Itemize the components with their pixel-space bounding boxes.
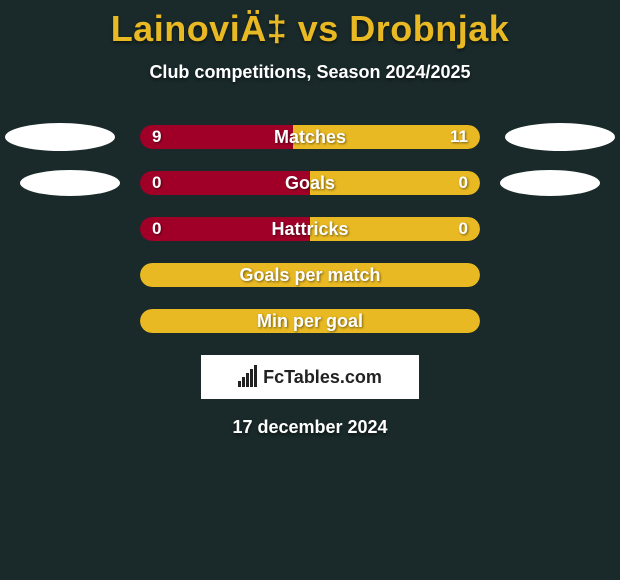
footer-date: 17 december 2024: [0, 417, 620, 438]
player-left-marker: [5, 123, 115, 151]
stat-row: 911Matches: [0, 125, 620, 149]
branding-text: FcTables.com: [263, 367, 382, 388]
player-right-marker: [500, 170, 600, 196]
stat-row: 00Hattricks: [0, 217, 620, 241]
player-right-marker: [505, 123, 615, 151]
stat-label: Hattricks: [140, 219, 480, 240]
stat-label: Matches: [140, 127, 480, 148]
stat-bar: Goals per match: [140, 263, 480, 287]
stat-bar: 911Matches: [140, 125, 480, 149]
comparison-widget: LainoviÄ‡ vs Drobnjak Club competitions,…: [0, 0, 620, 438]
stat-label: Goals per match: [140, 265, 480, 286]
branding-box[interactable]: FcTables.com: [201, 355, 419, 399]
stat-bar: Min per goal: [140, 309, 480, 333]
stat-label: Goals: [140, 173, 480, 194]
stat-row: 00Goals: [0, 171, 620, 195]
page-subtitle: Club competitions, Season 2024/2025: [0, 62, 620, 83]
stat-row: Min per goal: [0, 309, 620, 333]
bar-chart-icon: [238, 367, 257, 387]
page-title: LainoviÄ‡ vs Drobnjak: [0, 0, 620, 50]
player-left-marker: [20, 170, 120, 196]
stats-rows: 911Matches 00Goals 00Hattricks Goals per ma…: [0, 125, 620, 333]
stat-bar: 00Goals: [140, 171, 480, 195]
stat-row: Goals per match: [0, 263, 620, 287]
stat-label: Min per goal: [140, 311, 480, 332]
stat-bar: 00Hattricks: [140, 217, 480, 241]
